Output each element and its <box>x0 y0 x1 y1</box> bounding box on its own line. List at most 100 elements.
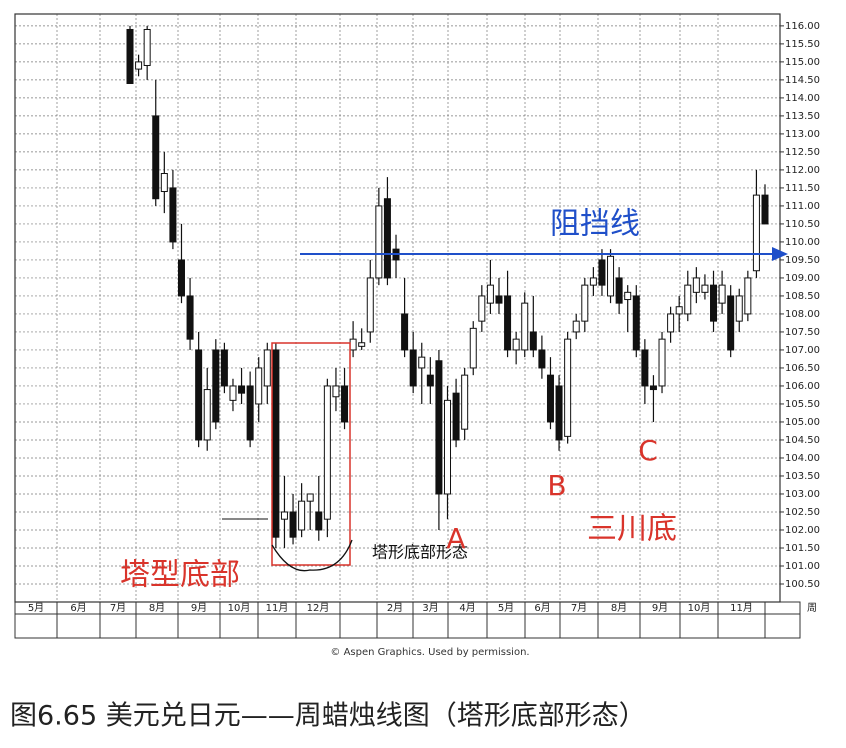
y-tick-label: 106.00 <box>785 381 820 392</box>
bracket <box>271 539 353 572</box>
candle-body <box>469 327 477 369</box>
x-tick-label: 8月 <box>611 602 627 614</box>
x-tick-label: 6月 <box>70 602 86 614</box>
candle-body <box>323 385 331 520</box>
candle-body <box>658 338 666 387</box>
candle-body <box>632 295 640 351</box>
candle-body <box>220 349 228 387</box>
x-tick-label: 9月 <box>652 602 668 614</box>
candle-body <box>581 284 589 322</box>
x-unit: 周 <box>807 602 817 614</box>
x-tick-label: 11月 <box>730 602 753 614</box>
y-tick-label: 112.00 <box>785 165 820 176</box>
x-tick-label: 5月 <box>28 602 44 614</box>
candle-body <box>649 385 657 391</box>
candle-body <box>306 493 314 502</box>
y-tick-label: 114.00 <box>785 93 820 104</box>
candle-body <box>152 115 160 200</box>
grid <box>15 14 780 602</box>
candle-body <box>495 295 503 304</box>
candle-body <box>186 295 194 340</box>
candle-body <box>538 349 546 369</box>
x-tick-label: 10月 <box>688 602 711 614</box>
y-tick-label: 108.00 <box>785 309 820 320</box>
candle-body <box>203 389 211 441</box>
candle-body <box>615 277 623 304</box>
candle-body <box>752 194 760 272</box>
x-tick-label: 7月 <box>571 602 587 614</box>
x-tick-label: 2月 <box>387 602 403 614</box>
candle-body <box>607 255 615 297</box>
candle-body <box>718 284 726 304</box>
x-tick-label: 9月 <box>191 602 207 614</box>
candle-body <box>401 313 409 351</box>
triple-label: 三川底 <box>587 512 677 547</box>
y-tick-label: 104.50 <box>785 435 820 446</box>
candle-body <box>212 349 220 423</box>
candle-body <box>289 511 297 538</box>
candle-body <box>358 342 366 347</box>
candle-body <box>589 277 597 286</box>
y-tick-label: 113.00 <box>785 129 820 140</box>
candle-body <box>315 511 323 531</box>
point-a: A <box>446 522 465 555</box>
y-tick-label: 109.00 <box>785 273 820 284</box>
credit: © Aspen Graphics. Used by permission. <box>330 647 529 658</box>
candle-body <box>564 338 572 437</box>
candle-body <box>366 277 374 333</box>
candle-body <box>710 284 718 322</box>
candle-body <box>546 374 554 423</box>
candle-body <box>735 295 743 322</box>
candle-body <box>761 194 769 225</box>
candle-body <box>744 277 752 315</box>
candle-body <box>143 28 151 66</box>
resistance-label: 阻挡线 <box>550 207 640 242</box>
candle-body <box>169 187 177 243</box>
candle-body <box>272 349 280 538</box>
candle-body <box>341 385 349 423</box>
y-tick-label: 107.00 <box>785 345 820 356</box>
candle-body <box>177 259 185 297</box>
y-tick-label: 102.50 <box>785 507 820 518</box>
candle-body <box>443 399 452 495</box>
y-tick-label: 100.50 <box>785 579 820 590</box>
caption: 图6.65 美元兑日元——周蜡烛线图（塔形底部形态） <box>10 701 646 732</box>
candle-body <box>229 385 237 401</box>
pattern-label: 塔型底部 <box>120 558 240 593</box>
candle-body <box>667 313 675 333</box>
candle-body <box>452 392 460 441</box>
y-tick-label: 107.50 <box>785 327 820 338</box>
candle-body <box>435 360 443 495</box>
candle-body <box>684 284 692 315</box>
x-tick-label: 3月 <box>422 602 438 614</box>
pattern-note: 塔形底部形态 <box>372 543 468 562</box>
candle-body <box>692 277 700 293</box>
candle-body <box>418 356 426 369</box>
x-tick-label: 11月 <box>266 602 289 614</box>
candle-body <box>461 374 469 430</box>
x-tick-label: 10月 <box>228 602 251 614</box>
candle-body <box>504 295 512 351</box>
y-tick-label: 108.50 <box>785 291 820 302</box>
candle-body <box>529 331 537 351</box>
candle-body <box>375 205 383 279</box>
candle-body <box>572 320 580 333</box>
candles <box>126 25 769 548</box>
candle-body <box>641 349 649 387</box>
candle-body <box>349 338 357 351</box>
y-tick-label: 113.50 <box>785 111 820 122</box>
x-tick-label: 5月 <box>498 602 514 614</box>
candle-body <box>195 349 203 441</box>
candle-body <box>255 367 263 405</box>
x-tick-label: 4月 <box>459 602 475 614</box>
candle-body <box>135 61 143 70</box>
candle-body <box>555 385 563 441</box>
candle-body <box>246 385 254 441</box>
candle-body <box>126 28 134 84</box>
candle-body <box>280 511 288 520</box>
y-tick-label: 106.50 <box>785 363 820 374</box>
candle-body <box>238 385 246 394</box>
x-tick-label: 7月 <box>110 602 126 614</box>
